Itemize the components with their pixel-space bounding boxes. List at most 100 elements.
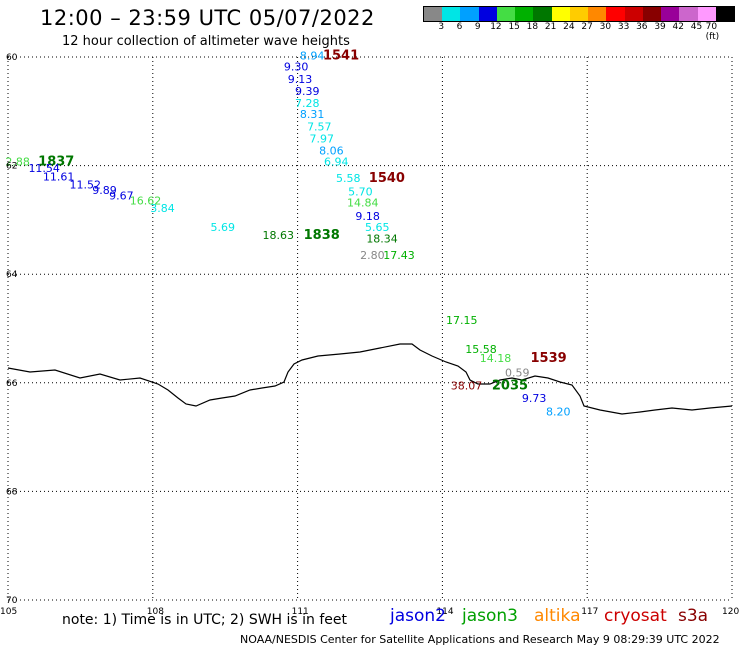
wave-height-value: 9.73 (522, 392, 547, 405)
wave-height-value: 3.84 (150, 202, 175, 215)
wave-height-value: 5.70 (348, 185, 373, 198)
latitude-tick-label: 70 (6, 596, 18, 606)
wave-height-value: 11.54 (28, 162, 60, 175)
latitude-tick-label: 66 (6, 379, 18, 389)
footnote: note: 1) Time is in UTC; 2) SWH is in fe… (62, 612, 348, 628)
wave-height-value: 7.97 (309, 132, 334, 145)
wave-height-value: 18.34 (366, 233, 398, 246)
legend-item-jason2: jason2 (390, 606, 446, 626)
wave-height-colorbar (423, 6, 735, 22)
colorbar-label: 21 (544, 22, 557, 32)
wave-height-value: 14.18 (480, 352, 512, 365)
wave-height-value: 0.59 (505, 366, 530, 379)
longitude-tick-label: 120 (722, 607, 739, 617)
wave-height-value: 5.65 (365, 221, 390, 234)
lat-lon-grid (7, 56, 733, 601)
colorbar-swatch (569, 7, 589, 21)
wave-height-value: 6.94 (324, 156, 349, 169)
wave-height-value: 9.30 (284, 61, 309, 74)
colorbar-label: 9 (474, 22, 481, 32)
colorbar-label: 33 (617, 22, 630, 32)
colorbar-swatch (533, 7, 552, 21)
pass-time-label: 2035 (492, 378, 528, 393)
wave-height-value: 9.13 (288, 73, 313, 86)
map-subtitle: 12 hour collection of altimeter wave hei… (62, 34, 350, 49)
colorbar-swatch (551, 7, 570, 21)
pass-time-label: 1540 (369, 171, 405, 186)
wave-height-value: 9.67 (109, 189, 134, 202)
wave-height-value: 17.43 (383, 249, 415, 262)
wave-height-value: 5.58 (336, 172, 361, 185)
wave-height-value: 2.80 (360, 249, 385, 262)
legend-item-s3a: s3a (678, 606, 709, 626)
colorbar-swatch (606, 7, 625, 21)
wave-height-value: 16.62 (130, 195, 162, 208)
colorbar-swatch (715, 7, 734, 21)
colorbar-swatch (679, 7, 698, 21)
wave-height-value: 9.89 (92, 184, 117, 197)
wave-height-value: 8.06 (319, 145, 344, 158)
colorbar-label: 39 (654, 22, 666, 32)
colorbar-label: 36 (636, 22, 648, 32)
longitude-tick-label: 105 (0, 607, 17, 617)
pass-time-label: 1539 (530, 351, 566, 366)
wave-height-value: 7.57 (307, 120, 332, 133)
latitude-tick-label: 68 (6, 487, 18, 497)
wave-height-value: 9.39 (295, 85, 320, 98)
wave-height-value: 14.84 (347, 196, 379, 209)
colorbar-swatch (478, 7, 497, 21)
colorbar-label: 12 (490, 22, 502, 32)
wave-height-value: 8.20 (546, 405, 571, 418)
wave-height-value: 15.58 (465, 343, 497, 356)
wave-height-value: 9.18 (355, 210, 380, 223)
colorbar-label: 70 (ft) (705, 22, 720, 42)
colorbar-swatch (661, 7, 680, 21)
pass-time-label: 1541 (323, 49, 359, 64)
axis-tick-labels: 105 108 111 114 117 120 60 62 64 66 68 70 (0, 53, 739, 617)
longitude-tick-label: 108 (147, 607, 164, 617)
colorbar-label: 27 (581, 22, 593, 32)
colorbar-label: 6 (456, 22, 463, 32)
colorbar-labels: 3 6 9 12 15 18 21 24 27 30 33 36 39 42 45 70 (ft) (423, 22, 733, 42)
colorbar-swatch (424, 7, 443, 21)
colorbar-swatch (697, 7, 716, 21)
colorbar-swatch (496, 7, 516, 21)
colorbar-swatch (515, 7, 534, 21)
wave-height-value: 5.69 (211, 221, 236, 234)
colorbar-swatch (624, 7, 643, 21)
wave-height-value: 8.31 (300, 108, 325, 121)
credit-line: NOAA/NESDIS Center for Satellite Applica… (240, 633, 720, 646)
pass-time-label: 1837 (38, 155, 74, 170)
map-title: 12:00 – 23:59 UTC 05/07/2022 (40, 6, 375, 30)
wave-height-value: 17.15 (446, 314, 478, 327)
colorbar-label: 45 (690, 22, 703, 32)
wave-height-value: 8.94 (300, 50, 325, 63)
colorbar-label: 18 (526, 22, 539, 32)
colorbar-label: 30 (599, 22, 612, 32)
wave-height-value: 18.63 (263, 229, 295, 242)
legend-item-altika: altika (534, 606, 581, 626)
longitude-tick-label: 117 (581, 607, 598, 617)
wave-height-value: 7.28 (295, 97, 320, 110)
colorbar-swatch (642, 7, 662, 21)
colorbar-swatch (460, 7, 479, 21)
latitude-tick-label: 62 (6, 162, 17, 172)
wave-height-value: 11.61 (43, 170, 75, 183)
wave-height-value: 38.07 (451, 379, 483, 392)
colorbar-label: 24 (563, 22, 575, 32)
coastline (7, 343, 733, 415)
pass-time-label: 1838 (304, 228, 340, 243)
latitude-tick-label: 60 (6, 53, 18, 63)
latitude-tick-label: 64 (6, 270, 18, 280)
longitude-tick-label: 111 (292, 607, 309, 617)
colorbar-swatch (588, 7, 607, 21)
legend-item-cryosat: cryosat (604, 606, 667, 626)
colorbar-label: 3 (438, 22, 445, 32)
colorbar-swatch (442, 7, 461, 21)
wave-height-value: 2.88 (5, 156, 30, 169)
colorbar-label: 42 (672, 22, 685, 32)
legend-item-jason3: jason3 (462, 606, 518, 626)
colorbar-label: 15 (508, 22, 520, 32)
